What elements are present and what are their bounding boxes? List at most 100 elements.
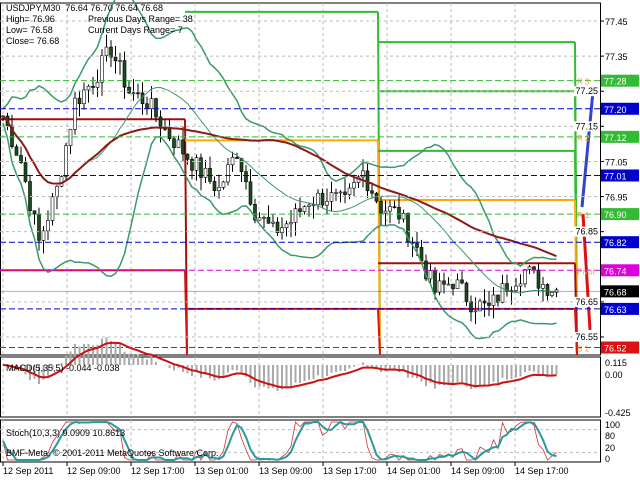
price-label-bg bbox=[574, 296, 599, 307]
candle-body bbox=[280, 227, 284, 234]
candle-body bbox=[248, 181, 253, 205]
candle-body bbox=[284, 223, 289, 228]
candle-body bbox=[262, 217, 266, 219]
candle-body bbox=[118, 60, 122, 62]
stoch-axis-label: 0 bbox=[605, 454, 610, 464]
candle-body bbox=[203, 167, 208, 178]
candle-body bbox=[361, 170, 365, 178]
candle-body bbox=[73, 97, 77, 130]
candle-body bbox=[550, 292, 554, 296]
current-days-range: Current Days Range= 7 bbox=[88, 25, 183, 35]
level-name: R 1 bbox=[577, 211, 590, 220]
macd-axis-label: -0.425 bbox=[605, 408, 631, 418]
candle-body bbox=[415, 243, 419, 248]
candle-body bbox=[122, 60, 127, 88]
candle-body bbox=[392, 206, 397, 208]
candle-body bbox=[257, 217, 262, 221]
candle-body bbox=[41, 230, 46, 241]
stoch-label: Stoch(10,3,3) 9.0909 10.8613 bbox=[6, 428, 126, 438]
time-label: 14 Sep 17:00 bbox=[515, 466, 569, 476]
candle-body bbox=[217, 187, 221, 191]
candle-body bbox=[14, 146, 19, 156]
candle-body bbox=[289, 222, 293, 225]
time-label: 14 Sep 01:00 bbox=[387, 466, 441, 476]
level-badge bbox=[601, 302, 639, 315]
candle-body bbox=[545, 284, 550, 296]
level-badge bbox=[601, 208, 639, 221]
level-badge bbox=[601, 285, 639, 298]
candle-body bbox=[19, 155, 23, 163]
candle-body bbox=[55, 185, 59, 198]
candle-body bbox=[316, 192, 320, 206]
daily-level-step bbox=[377, 140, 381, 356]
level-badge bbox=[601, 236, 639, 249]
price-label: 76.65 bbox=[575, 297, 598, 307]
candle-body bbox=[487, 302, 491, 306]
candle-body bbox=[401, 212, 406, 220]
candle-body bbox=[185, 153, 190, 160]
candle-body bbox=[77, 97, 82, 104]
candle-body bbox=[536, 269, 541, 289]
candle-body bbox=[496, 294, 500, 303]
candle-body bbox=[334, 192, 338, 194]
candle-body bbox=[428, 270, 433, 280]
close-value: Close= 76.68 bbox=[6, 36, 60, 46]
price-label: 76.95 bbox=[605, 193, 628, 203]
candle-body bbox=[239, 158, 244, 172]
candle-body bbox=[46, 220, 50, 232]
price-label: 77.35 bbox=[605, 52, 628, 62]
candle-body bbox=[478, 300, 482, 312]
level-value: 77.01 bbox=[604, 171, 627, 181]
candle-body bbox=[275, 221, 280, 234]
macd-axis-label: 0.00 bbox=[605, 370, 623, 380]
level-value: 76.90 bbox=[604, 210, 627, 220]
price-label-bg bbox=[574, 226, 599, 237]
time-label: 12 Sep 09:00 bbox=[67, 466, 121, 476]
level-badge bbox=[601, 341, 639, 354]
candle-body bbox=[527, 266, 532, 270]
candle-body bbox=[532, 266, 536, 271]
candle-body bbox=[293, 208, 298, 223]
candle-body bbox=[518, 283, 523, 287]
level-value: 76.74 bbox=[604, 266, 627, 276]
macd-signal-line bbox=[2, 341, 557, 389]
candle-body bbox=[91, 85, 95, 88]
candle-body bbox=[199, 157, 203, 178]
candle-body bbox=[104, 46, 109, 56]
level-badge bbox=[601, 74, 639, 87]
level-name: R 3 bbox=[577, 78, 590, 87]
candle-body bbox=[113, 56, 118, 62]
symbol-ohlc: USDJPY,M30 76.64 76.70 76.64 76.68 bbox=[6, 3, 163, 13]
candle-body bbox=[253, 204, 257, 221]
price-label: 76.85 bbox=[575, 227, 598, 237]
candle-body bbox=[491, 294, 496, 306]
candle-body bbox=[482, 300, 487, 304]
candle-body bbox=[370, 190, 374, 194]
level-value: 77.28 bbox=[604, 77, 627, 87]
time-label: 12 Sep 17:00 bbox=[131, 466, 185, 476]
candle-body bbox=[343, 191, 347, 195]
stoch-axis-label: 80 bbox=[605, 431, 615, 441]
candle-body bbox=[451, 283, 455, 290]
stoch-axis-label: 20 bbox=[605, 443, 615, 453]
candle-body bbox=[505, 283, 509, 292]
moving-average bbox=[2, 115, 557, 258]
stoch-axis-label: 100 bbox=[605, 420, 620, 430]
candle-body bbox=[221, 181, 226, 188]
candle-body bbox=[266, 217, 271, 224]
level-name: S 1 bbox=[577, 345, 590, 354]
price-label: 76.55 bbox=[575, 332, 598, 342]
bollinger-middle bbox=[2, 87, 557, 294]
candle-body bbox=[190, 159, 194, 171]
candle-body bbox=[455, 279, 460, 290]
level-badge bbox=[601, 169, 639, 182]
high-value: High= 76.96 bbox=[6, 14, 55, 24]
candle-body bbox=[307, 204, 311, 207]
time-label: 12 Sep 2011 bbox=[3, 466, 53, 476]
previous-days-range: Previous Days Range= 38 bbox=[88, 14, 193, 24]
price-label: 77.15 bbox=[575, 121, 598, 131]
time-label: 13 Sep 17:00 bbox=[323, 466, 377, 476]
candle-body bbox=[464, 282, 469, 302]
candle-body bbox=[514, 285, 518, 291]
